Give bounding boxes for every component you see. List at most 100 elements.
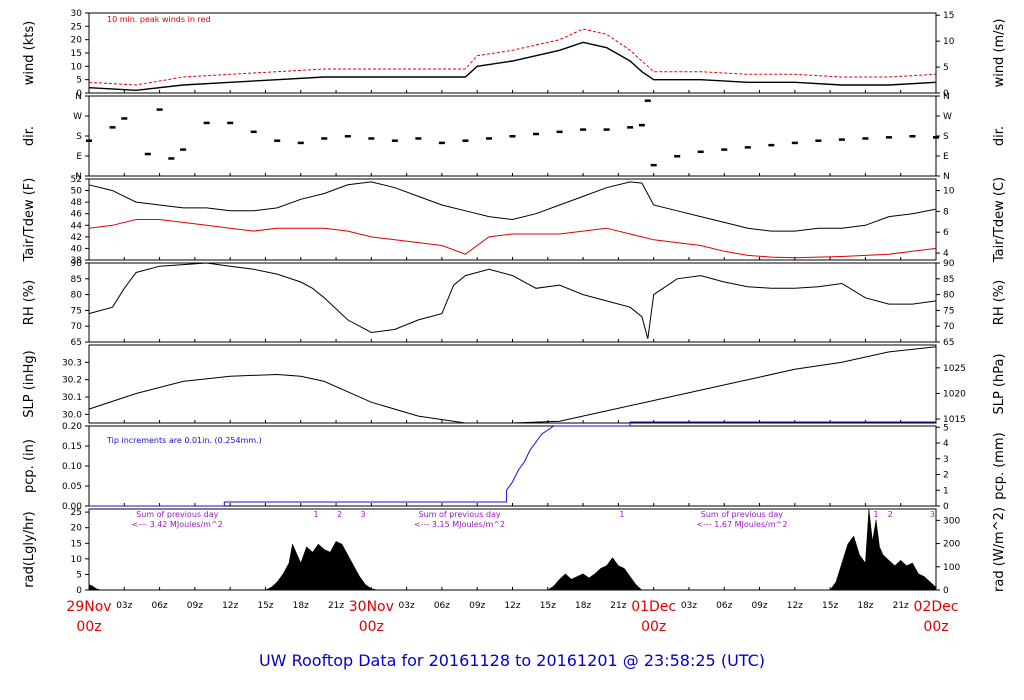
- dir-point: [168, 157, 175, 160]
- ytick-right-label: 10: [943, 37, 955, 47]
- dir-point: [909, 135, 916, 138]
- ytick-left-label: 0: [76, 89, 82, 99]
- xtick-label: 09z: [469, 601, 485, 611]
- ytick-left-label: 5: [76, 570, 82, 580]
- ylabel-right: dir.: [992, 126, 1007, 146]
- ylabel-left: SLP (inHg): [22, 350, 37, 418]
- ytick-right-label: 3: [943, 455, 949, 465]
- ytick-left-label: 15: [71, 49, 82, 59]
- ytick-right-label: N: [943, 92, 950, 102]
- ytick-right-label: 4: [943, 439, 949, 449]
- dir-point: [156, 108, 163, 111]
- xtick-label: 18z: [857, 601, 873, 611]
- dir-point: [697, 150, 704, 154]
- dir-point: [627, 126, 634, 129]
- ytick-right-label: 6: [943, 228, 949, 238]
- dir-point: [485, 137, 492, 140]
- ytick-left-label: 40: [71, 244, 83, 254]
- dir-point: [744, 146, 751, 149]
- xtick-label: 03z: [116, 601, 132, 611]
- ytick-left-label: 80: [71, 291, 83, 301]
- ylabel-right: Tair/Tdew (C): [992, 177, 1007, 263]
- rh-series-RH: [88, 262, 937, 339]
- rad-hour-marker: 3: [361, 510, 366, 519]
- dir-point: [321, 137, 328, 140]
- dir-point: [203, 121, 210, 125]
- ytick-left-label: 0.05: [62, 482, 82, 492]
- panel-frame: [88, 262, 937, 343]
- rad-sum-line2: <--- 3.15 MJoules/m^2: [414, 520, 505, 529]
- ytick-left-label: 0.00: [62, 502, 82, 512]
- ylabel-left: rad(Lgly/hr): [22, 511, 37, 587]
- dir-point: [721, 148, 728, 151]
- temp-series-Tdew: [88, 219, 937, 259]
- wind-series-peak: [88, 28, 937, 86]
- ytick-right-label: 8: [943, 207, 949, 217]
- day-label-date: 30Nov: [349, 599, 394, 615]
- ytick-right-label: S: [943, 132, 949, 142]
- dir-point: [368, 137, 375, 140]
- rad-hour-marker: 1: [313, 510, 318, 519]
- ytick-left-label: 46: [71, 210, 83, 220]
- dir-point: [297, 141, 304, 145]
- ytick-right-label: 0: [943, 586, 949, 596]
- ytick-left-label: 48: [71, 198, 83, 208]
- dir-point: [791, 141, 798, 145]
- ytick-right-label: 1015: [943, 415, 966, 425]
- rad-sum-line2: <--- 1.67 MJoules/m^2: [696, 520, 787, 529]
- dir-point: [885, 136, 892, 139]
- ytick-left-label: 70: [71, 322, 83, 332]
- ytick-left-label: 25: [71, 22, 82, 32]
- ytick-right-label: 5: [943, 423, 949, 433]
- dir-point: [933, 136, 939, 139]
- panel-wind: wind (kts) wind (m/s) 0 5 10 15 20 25 30 0 5 10 15 10…: [22, 9, 1007, 99]
- ytick-left-label: S: [76, 132, 82, 142]
- dir-point: [674, 155, 681, 158]
- panel-slp: SLP (inHg) SLP (hPa) 30.0 30.1 30.2 30.3 1015 1…: [22, 344, 1007, 425]
- ytick-left-label: 20: [71, 524, 83, 534]
- ylabel-left: pcp. (in): [22, 439, 37, 493]
- xtick-label: 18z: [575, 601, 591, 611]
- dir-point: [462, 139, 469, 142]
- ytick-left-label: 0: [76, 586, 82, 596]
- chart-title: UW Rooftop Data for 20161128 to 20161201…: [259, 651, 765, 670]
- dir-point: [438, 141, 445, 145]
- ytick-left-label: 0.15: [62, 442, 82, 452]
- dir-point: [144, 152, 151, 156]
- ytick-left-label: 10: [71, 62, 83, 72]
- dir-point: [533, 132, 540, 136]
- wind-annotation: 10 min. peak winds in red: [107, 15, 211, 24]
- dir-point: [391, 139, 398, 142]
- xtick-label: 06z: [151, 601, 167, 611]
- ytick-right-label: 65: [943, 338, 954, 348]
- ytick-left-label: 42: [71, 233, 82, 243]
- rad-sum-line1: Sum of previous day: [701, 510, 783, 519]
- rad-hour-marker: 1: [619, 510, 624, 519]
- ytick-right-label: 75: [943, 306, 954, 316]
- ytick-right-label: 1025: [943, 364, 966, 374]
- panel-frame: [88, 344, 937, 424]
- ylabel-left: wind (kts): [22, 21, 37, 85]
- ytick-left-label: 0.10: [62, 462, 82, 472]
- dir-point: [415, 137, 422, 140]
- dir-point: [121, 117, 128, 120]
- dir-point: [603, 128, 610, 131]
- ytick-left-label: 30.1: [62, 393, 82, 403]
- temp-series-Tair: [88, 181, 937, 232]
- ytick-right-label: 100: [943, 563, 960, 573]
- ytick-left-label: 10: [71, 555, 83, 565]
- xtick-label: 12z: [504, 601, 520, 611]
- xtick-label: 18z: [293, 601, 309, 611]
- ytick-left-label: 30.3: [62, 358, 82, 368]
- ytick-left-label: 44: [71, 221, 83, 231]
- slp-series-SLP: [88, 346, 937, 424]
- panel-temp: Tair/Tdew (F) Tair/Tdew (C)38404244464850…: [22, 175, 1007, 266]
- xtick-label: 06z: [716, 601, 732, 611]
- panel-frame: [88, 12, 937, 94]
- dir-point: [838, 138, 845, 141]
- ylabel-right: pcp. (mm): [992, 432, 1007, 499]
- ytick-right-label: N: [943, 172, 950, 182]
- pcp-annotation: Tip increments are 0.01in. (0.254mm.): [106, 436, 262, 445]
- dir-point: [109, 126, 116, 129]
